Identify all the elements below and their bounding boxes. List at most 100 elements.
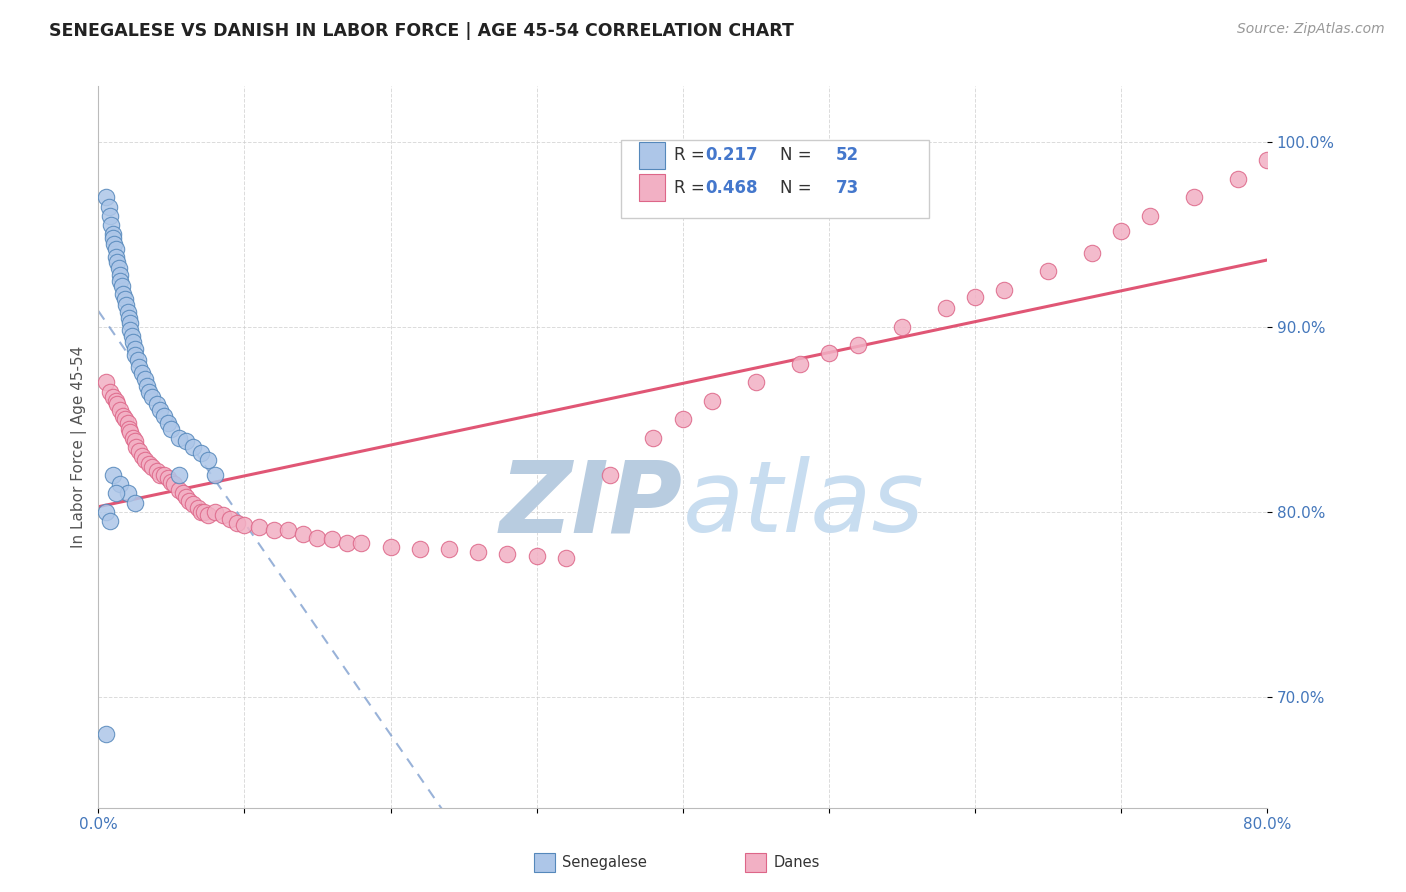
- Point: [233, 517, 256, 532]
- Point: [153, 409, 176, 423]
- Text: Danes: Danes: [773, 855, 820, 870]
- Point: [163, 477, 186, 491]
- Point: [172, 486, 194, 500]
- Text: atlas: atlas: [683, 456, 924, 553]
- Point: [124, 434, 146, 449]
- Point: [174, 490, 197, 504]
- Point: [115, 297, 138, 311]
- Point: [103, 236, 125, 251]
- Point: [105, 397, 128, 411]
- Point: [149, 467, 172, 482]
- Text: Source: ZipAtlas.com: Source: ZipAtlas.com: [1237, 22, 1385, 37]
- Point: [131, 366, 153, 380]
- Point: [110, 274, 132, 288]
- Point: [181, 497, 204, 511]
- Text: 0.468: 0.468: [706, 178, 758, 197]
- Point: [98, 209, 121, 223]
- Point: [120, 316, 142, 330]
- Point: [112, 286, 135, 301]
- Point: [745, 376, 768, 390]
- Point: [890, 319, 912, 334]
- Point: [114, 292, 136, 306]
- Point: [380, 540, 402, 554]
- Point: [101, 231, 124, 245]
- Point: [107, 260, 129, 275]
- Point: [94, 505, 117, 519]
- Point: [124, 495, 146, 509]
- Point: [181, 440, 204, 454]
- Point: [111, 279, 134, 293]
- Point: [127, 353, 149, 368]
- Point: [141, 390, 163, 404]
- Point: [124, 347, 146, 361]
- Point: [125, 440, 148, 454]
- Point: [94, 190, 117, 204]
- Point: [197, 508, 219, 523]
- Point: [141, 460, 163, 475]
- Point: [98, 514, 121, 528]
- Point: [110, 268, 132, 282]
- Point: [97, 200, 120, 214]
- Point: [122, 334, 145, 349]
- Point: [226, 516, 249, 530]
- Point: [174, 434, 197, 449]
- Point: [122, 431, 145, 445]
- Point: [247, 519, 270, 533]
- Point: [526, 549, 548, 563]
- Point: [120, 324, 142, 338]
- Point: [157, 471, 180, 485]
- Point: [437, 541, 460, 556]
- Point: [167, 483, 190, 497]
- Point: [117, 486, 139, 500]
- Point: [134, 371, 156, 385]
- Text: SENEGALESE VS DANISH IN LABOR FORCE | AGE 45-54 CORRELATION CHART: SENEGALESE VS DANISH IN LABOR FORCE | AG…: [49, 22, 794, 40]
- Point: [114, 412, 136, 426]
- Point: [110, 477, 132, 491]
- Text: 0.217: 0.217: [706, 146, 758, 164]
- Point: [98, 384, 121, 399]
- Point: [105, 255, 128, 269]
- Point: [321, 533, 343, 547]
- Point: [138, 384, 160, 399]
- Text: R =: R =: [675, 146, 710, 164]
- Point: [350, 536, 373, 550]
- Text: Senegalese: Senegalese: [562, 855, 647, 870]
- Point: [153, 467, 176, 482]
- Point: [291, 527, 314, 541]
- Point: [467, 545, 489, 559]
- Point: [1036, 264, 1059, 278]
- Point: [204, 505, 226, 519]
- Point: [101, 467, 124, 482]
- Point: [700, 393, 723, 408]
- Point: [117, 416, 139, 430]
- Point: [177, 493, 200, 508]
- Point: [336, 536, 359, 550]
- Point: [146, 397, 169, 411]
- Point: [1080, 245, 1102, 260]
- Point: [112, 409, 135, 423]
- Text: 73: 73: [837, 178, 859, 197]
- Point: [190, 505, 212, 519]
- Point: [307, 531, 329, 545]
- Point: [128, 443, 150, 458]
- Point: [204, 467, 226, 482]
- Text: N =: N =: [780, 178, 817, 197]
- Text: N =: N =: [780, 146, 817, 164]
- Point: [599, 467, 621, 482]
- Y-axis label: In Labor Force | Age 45-54: In Labor Force | Age 45-54: [72, 346, 87, 549]
- Point: [124, 342, 146, 356]
- Point: [211, 508, 233, 523]
- Point: [1139, 209, 1161, 223]
- Point: [135, 379, 157, 393]
- Point: [101, 227, 124, 242]
- Point: [197, 453, 219, 467]
- Point: [94, 376, 117, 390]
- Point: [496, 547, 519, 561]
- Point: [218, 512, 240, 526]
- Point: [100, 218, 122, 232]
- Point: [1256, 153, 1278, 168]
- Point: [110, 403, 132, 417]
- Point: [167, 431, 190, 445]
- Point: [104, 486, 127, 500]
- Point: [118, 421, 141, 435]
